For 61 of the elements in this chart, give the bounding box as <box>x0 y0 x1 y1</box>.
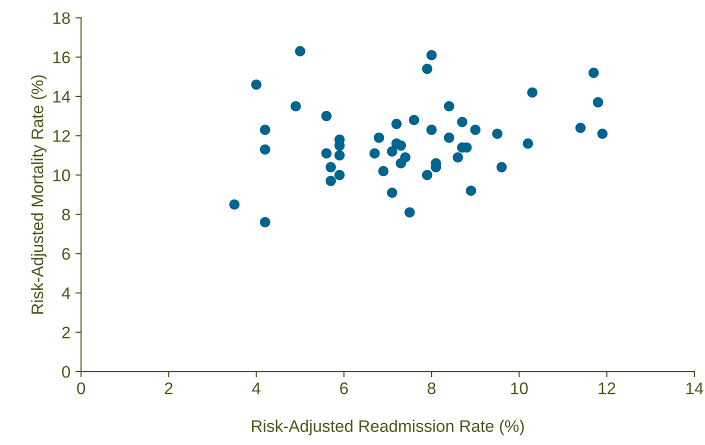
point <box>496 162 507 172</box>
point <box>452 152 463 162</box>
point <box>588 68 599 78</box>
x-tick-label: 10 <box>511 382 528 394</box>
x-tick-label: 14 <box>686 382 704 394</box>
point <box>386 146 398 157</box>
y-axis-title: Risk-Adjusted Mortality Rate (%) <box>31 75 47 314</box>
point <box>294 46 306 56</box>
point <box>400 152 410 162</box>
point <box>444 132 454 143</box>
y-tick-label: 16 <box>53 52 70 64</box>
x-tick-label: 0 <box>77 382 86 394</box>
point <box>321 148 332 159</box>
point <box>334 170 345 180</box>
point <box>466 186 476 196</box>
point <box>457 116 468 128</box>
point <box>391 118 402 130</box>
point <box>422 170 432 180</box>
y-tick-label: 10 <box>53 169 70 182</box>
y-tick-label: 4 <box>62 288 70 299</box>
point <box>597 128 608 139</box>
point <box>470 124 481 135</box>
point <box>260 144 270 155</box>
point <box>334 150 345 161</box>
point <box>396 140 406 151</box>
point <box>290 101 301 112</box>
x-tick-label: 2 <box>164 382 172 394</box>
point <box>260 124 270 135</box>
x-tick-label: 12 <box>598 382 616 394</box>
point <box>492 128 502 139</box>
point <box>527 87 538 98</box>
x-tick-label: 8 <box>428 382 436 394</box>
point <box>229 199 240 210</box>
x-axis-title: Risk-Adjusted Readmission Rate (%) <box>252 420 524 436</box>
y-tick-label: 2 <box>62 326 70 338</box>
y-tick-label: 14 <box>53 90 70 102</box>
point <box>404 207 415 218</box>
point <box>522 138 534 149</box>
point <box>592 97 604 108</box>
y-tick-label: 18 <box>53 12 70 24</box>
point <box>575 122 586 134</box>
point <box>374 132 384 143</box>
point <box>369 148 380 159</box>
y-tick-label: 12 <box>53 130 70 142</box>
y-tick-label: 6 <box>62 248 70 260</box>
y-tick-label: 8 <box>62 208 70 221</box>
point <box>326 162 336 172</box>
point <box>444 101 454 112</box>
x-tick-label: 6 <box>340 382 348 394</box>
point <box>422 64 432 74</box>
point <box>260 217 270 228</box>
point <box>426 124 437 135</box>
point <box>251 79 262 90</box>
point <box>326 176 336 186</box>
x-tick-label: 4 <box>252 382 260 394</box>
point <box>408 114 420 126</box>
point <box>386 188 398 198</box>
point <box>378 166 389 176</box>
y-tick-label: 0 <box>62 366 70 378</box>
point <box>426 50 437 60</box>
point <box>321 110 332 122</box>
